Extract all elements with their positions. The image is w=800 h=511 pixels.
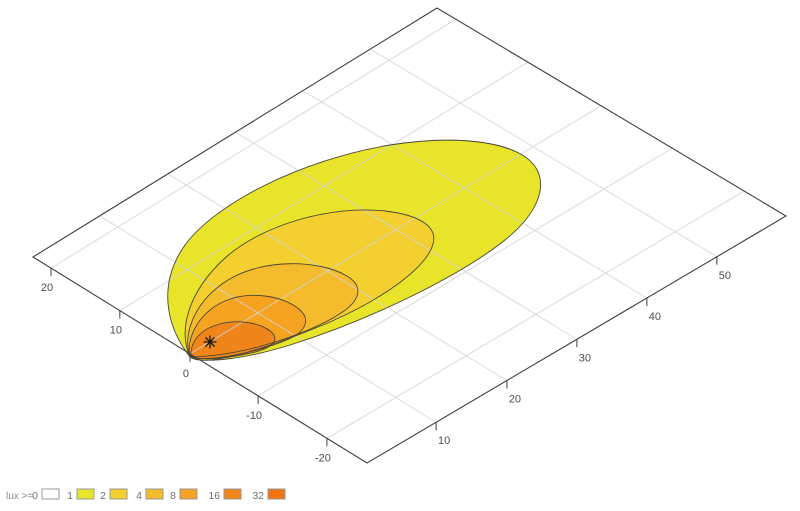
grid-line: [302, 90, 648, 299]
legend-value-label: 8: [170, 490, 176, 502]
legend-swatch: [41, 488, 60, 500]
contour-fills: [167, 140, 541, 361]
bottom-axis-tick-label: 50: [719, 270, 731, 282]
legend-value-label: 4: [136, 490, 142, 502]
contour-line-lux-1: [167, 139, 541, 361]
contour-line-lux-4: [187, 263, 359, 358]
legend-value-label: 32: [252, 490, 264, 502]
asterisk-marker-icon: [205, 337, 215, 347]
legend-title: lux >=: [6, 491, 33, 502]
legend-item: 0: [32, 488, 60, 502]
grid-line: [370, 48, 718, 258]
legend-value-label: 1: [67, 490, 73, 502]
legend-item: 8: [170, 488, 198, 502]
bottom-axis-tick-label: 10: [438, 435, 450, 447]
legend-swatch: [76, 488, 95, 500]
legend-item: 1: [67, 488, 95, 502]
legend-value-label: 0: [32, 490, 38, 502]
plane-outline: [31, 7, 788, 464]
bottom-axis-ticks: 10 20 30 40 50: [435, 256, 731, 447]
left-axis-tick-label: 20: [41, 282, 53, 294]
legend-item: 32: [252, 488, 286, 502]
left-axis-tick-label: 10: [110, 325, 122, 337]
legend-swatch: [145, 488, 164, 500]
legend-item: 2: [100, 488, 128, 502]
contour-region-lux-16: [190, 321, 275, 359]
bottom-axis-tick-label: 20: [509, 394, 521, 406]
legend-item: 16: [208, 488, 242, 502]
legend-swatch: [179, 488, 198, 500]
contour-line-lux-2: [184, 209, 435, 361]
contour-line-lux-16: [190, 321, 276, 360]
grid-line: [99, 215, 437, 423]
lamp-marker: [203, 335, 217, 349]
grid-lines: [50, 18, 745, 439]
left-axis-ticks: 20 10 0 -10 -20: [41, 268, 331, 464]
contour-line-lux-8: [188, 294, 307, 359]
left-axis-tick-label: -10: [246, 410, 262, 422]
legend-item: 4: [136, 488, 164, 502]
grid-line: [235, 131, 578, 340]
legend: lux >= 0 1 2 4 8 16 32: [6, 488, 286, 502]
left-axis-tick-label: -20: [315, 452, 331, 464]
bottom-axis-tick-label: 40: [649, 311, 661, 323]
legend-value-label: 2: [100, 490, 106, 502]
contour-outlines: [167, 139, 541, 361]
left-axis-tick-label: 0: [183, 368, 189, 380]
legend-swatch: [109, 488, 128, 500]
bottom-axis-tick-label: 30: [579, 352, 591, 364]
legend-value-label: 16: [208, 490, 220, 502]
plot-border: [31, 7, 788, 464]
legend-swatch: [223, 488, 242, 500]
legend-swatch: [267, 488, 286, 500]
